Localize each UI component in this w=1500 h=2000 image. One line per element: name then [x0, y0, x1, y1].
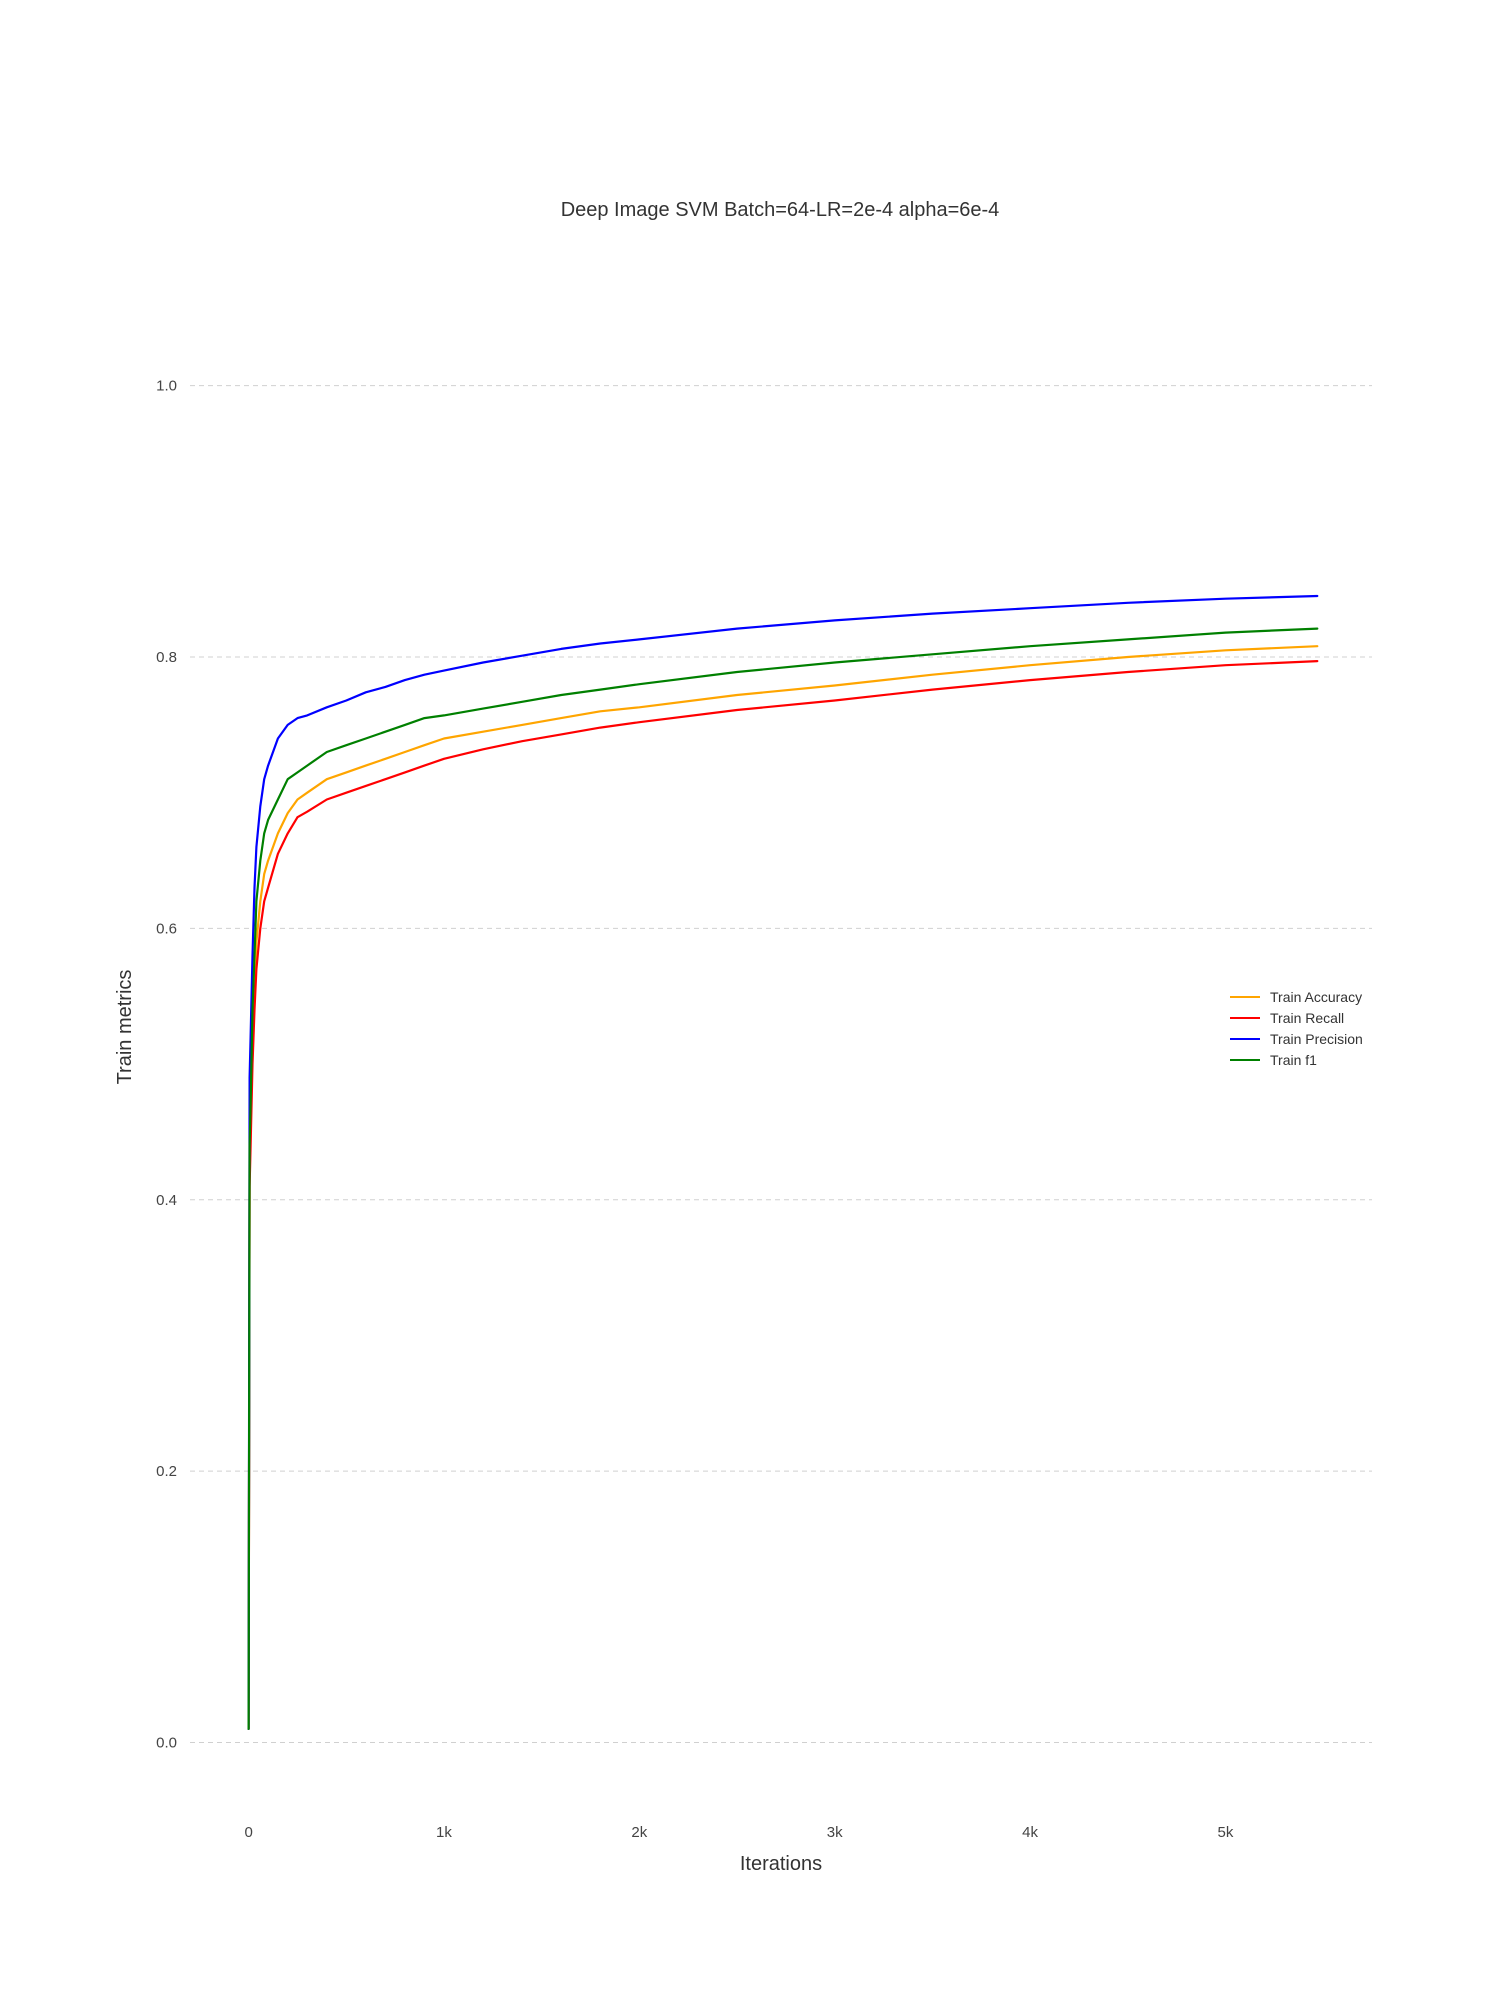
- series-lines: [247, 594, 1319, 1731]
- y-tick-label: 0.8: [156, 649, 177, 666]
- y-tick-label: 0.6: [156, 920, 177, 937]
- x-tick-label: 5k: [1218, 1824, 1234, 1841]
- legend: Train Accuracy Train Recall Train Precisio…: [1230, 989, 1363, 1068]
- x-tick-label: 1k: [436, 1824, 452, 1841]
- chart-title: Deep Image SVM Batch=64-LR=2e-4 alpha=6e…: [561, 199, 1000, 221]
- y-tick-label: 1.0: [156, 378, 177, 395]
- x-axis-title: Iterations: [740, 1853, 822, 1875]
- legend-label: Train Recall: [1270, 1010, 1344, 1026]
- x-tick-label: 0: [244, 1824, 252, 1841]
- series-line-3: [247, 627, 1319, 1731]
- y-tick-label: 0.4: [156, 1192, 177, 1209]
- series-line-0: [247, 645, 1319, 1731]
- x-axis-ticks: 0 1k 2k 3k 4k 5k: [244, 1824, 1233, 1841]
- x-tick-label: 2k: [631, 1824, 647, 1841]
- x-tick-label: 4k: [1022, 1824, 1038, 1841]
- legend-label: Train Accuracy: [1270, 989, 1362, 1005]
- series-line-2: [247, 594, 1319, 1731]
- legend-label: Train f1: [1270, 1052, 1317, 1068]
- legend-label: Train Precision: [1270, 1031, 1363, 1047]
- y-tick-label: 0.2: [156, 1463, 177, 1480]
- y-axis-ticks: 0.0 0.2 0.4 0.6 0.8 1.0: [156, 378, 177, 1752]
- gridlines: [190, 385, 1372, 1744]
- y-tick-label: 0.0: [156, 1735, 177, 1752]
- y-axis-title: Train metrics: [114, 970, 136, 1085]
- series-line-1: [247, 659, 1319, 1731]
- x-tick-label: 3k: [827, 1824, 843, 1841]
